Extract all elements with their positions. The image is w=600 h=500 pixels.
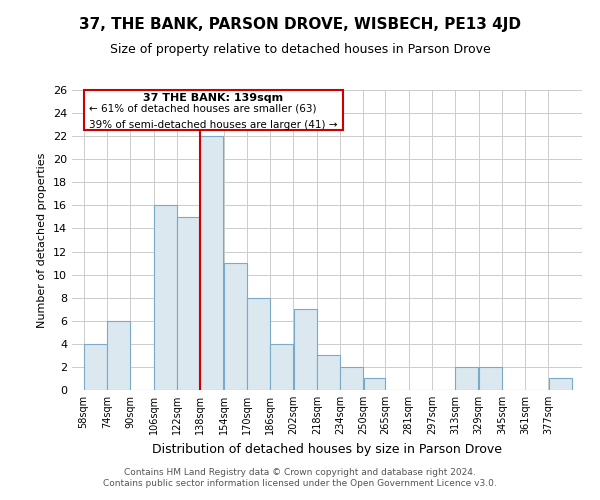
Bar xyxy=(200,136,223,390)
Text: 37, THE BANK, PARSON DROVE, WISBECH, PE13 4JD: 37, THE BANK, PARSON DROVE, WISBECH, PE1… xyxy=(79,18,521,32)
Bar xyxy=(340,367,363,390)
Bar xyxy=(317,356,340,390)
X-axis label: Distribution of detached houses by size in Parson Drove: Distribution of detached houses by size … xyxy=(152,442,502,456)
Bar xyxy=(294,309,317,390)
FancyBboxPatch shape xyxy=(83,90,343,130)
Text: 39% of semi-detached houses are larger (41) →: 39% of semi-detached houses are larger (… xyxy=(89,120,338,130)
Bar xyxy=(247,298,270,390)
Y-axis label: Number of detached properties: Number of detached properties xyxy=(37,152,47,328)
Text: Contains HM Land Registry data © Crown copyright and database right 2024.
Contai: Contains HM Land Registry data © Crown c… xyxy=(103,468,497,487)
Bar xyxy=(549,378,572,390)
Bar xyxy=(364,378,385,390)
Bar xyxy=(177,217,200,390)
Bar xyxy=(107,321,130,390)
Bar xyxy=(455,367,478,390)
Bar xyxy=(84,344,107,390)
Bar xyxy=(479,367,502,390)
Text: Size of property relative to detached houses in Parson Drove: Size of property relative to detached ho… xyxy=(110,42,490,56)
Bar xyxy=(224,263,247,390)
Bar xyxy=(271,344,293,390)
Bar xyxy=(154,206,176,390)
Text: 37 THE BANK: 139sqm: 37 THE BANK: 139sqm xyxy=(143,93,283,103)
Text: ← 61% of detached houses are smaller (63): ← 61% of detached houses are smaller (63… xyxy=(89,104,317,114)
